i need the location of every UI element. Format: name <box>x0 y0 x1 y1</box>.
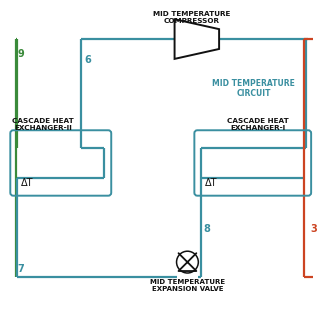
Text: 9: 9 <box>17 49 24 59</box>
Text: ΔT: ΔT <box>21 178 34 188</box>
Text: MID TEMPERATURE
EXPANSION VALVE: MID TEMPERATURE EXPANSION VALVE <box>150 279 225 292</box>
Text: ΔT: ΔT <box>205 178 218 188</box>
Text: CASCADE HEAT
EXCHANGER-II: CASCADE HEAT EXCHANGER-II <box>12 118 74 131</box>
Text: 8: 8 <box>203 224 210 234</box>
Text: 6: 6 <box>84 55 91 65</box>
Text: 7: 7 <box>17 264 24 274</box>
Text: CASCADE HEAT
EXCHANGER-I: CASCADE HEAT EXCHANGER-I <box>227 118 289 131</box>
Text: MID TEMPERATURE
COMPRESSOR: MID TEMPERATURE COMPRESSOR <box>153 11 230 24</box>
Text: MID TEMPERATURE
CIRCUIT: MID TEMPERATURE CIRCUIT <box>212 79 295 98</box>
Text: 3: 3 <box>310 224 317 234</box>
